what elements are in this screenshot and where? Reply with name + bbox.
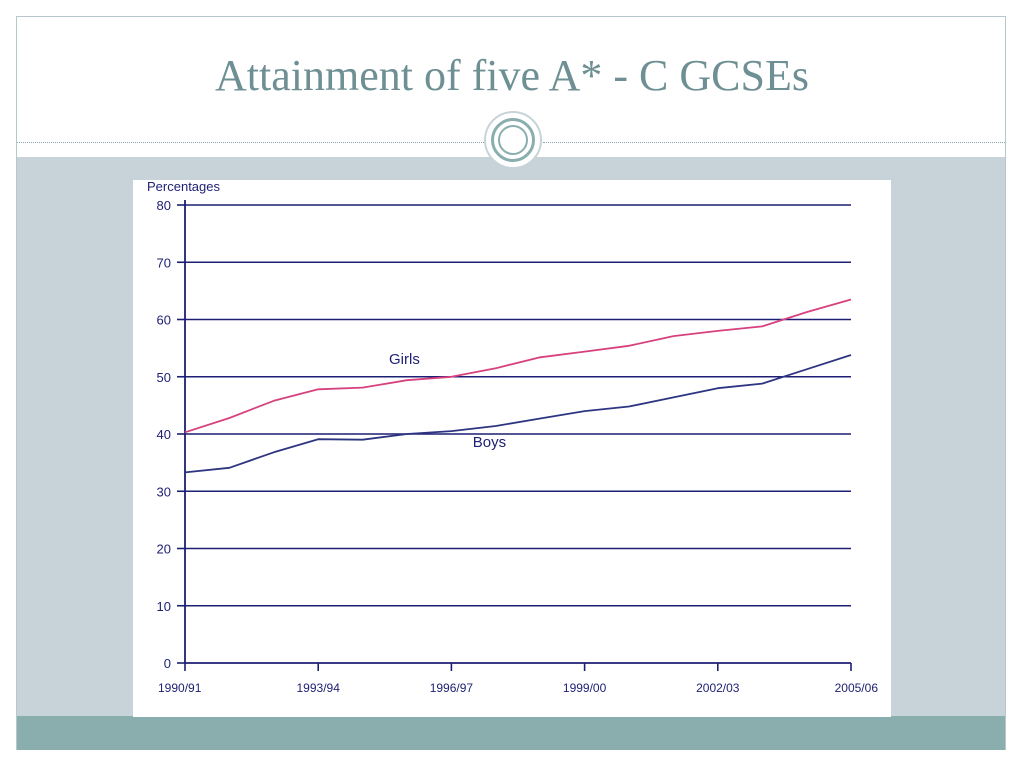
bottom-band: [17, 716, 1005, 750]
circle-ornament-icon: [484, 111, 542, 169]
y-tick-label: 0: [164, 656, 171, 671]
divider-right: [543, 142, 1005, 143]
y-tick-label: 80: [157, 198, 171, 213]
line-chart: 0 10 20 30 40 50 60 70 80 Percentages 1990/91 1993/…: [147, 179, 879, 695]
ornament-outer-ring: [491, 118, 535, 162]
y-tick-label: 40: [157, 427, 171, 442]
y-tick-label: 50: [157, 370, 171, 385]
x-tick-label: 2002/03: [696, 681, 740, 695]
divider-left: [17, 142, 486, 143]
chart-panel: 0 10 20 30 40 50 60 70 80 Percentages 1990/91 1993/…: [133, 179, 891, 717]
y-axis-label: Percentages: [147, 180, 220, 194]
x-tick-label: 1990/91: [158, 681, 202, 695]
series-line-boys: [184, 354, 852, 474]
x-tick-label: 1996/97: [430, 681, 474, 695]
y-tick-label: 10: [157, 599, 171, 614]
series-layer: [184, 298, 852, 474]
x-tick-label: 1999/00: [563, 681, 607, 695]
ornament-inner-ring: [498, 125, 528, 155]
grid-layer: [185, 204, 851, 607]
y-tick-label: 70: [157, 255, 171, 270]
series-line-girls: [184, 298, 852, 434]
axis-layer: [177, 200, 852, 671]
x-tick-label: 1993/94: [297, 681, 341, 695]
y-tick-label: 60: [157, 313, 171, 328]
label-layer: 0 10 20 30 40 50 60 70 80 Percentages 1990/91 1993/…: [147, 179, 879, 695]
x-tick-label: 2005/06: [835, 681, 879, 695]
y-tick-label: 20: [157, 542, 171, 557]
series-label-boys: Boys: [473, 434, 506, 451]
series-label-girls: Girls: [389, 351, 420, 368]
y-tick-label: 30: [157, 484, 171, 499]
slide-title: Attainment of five A* - C GCSEs: [215, 51, 809, 100]
